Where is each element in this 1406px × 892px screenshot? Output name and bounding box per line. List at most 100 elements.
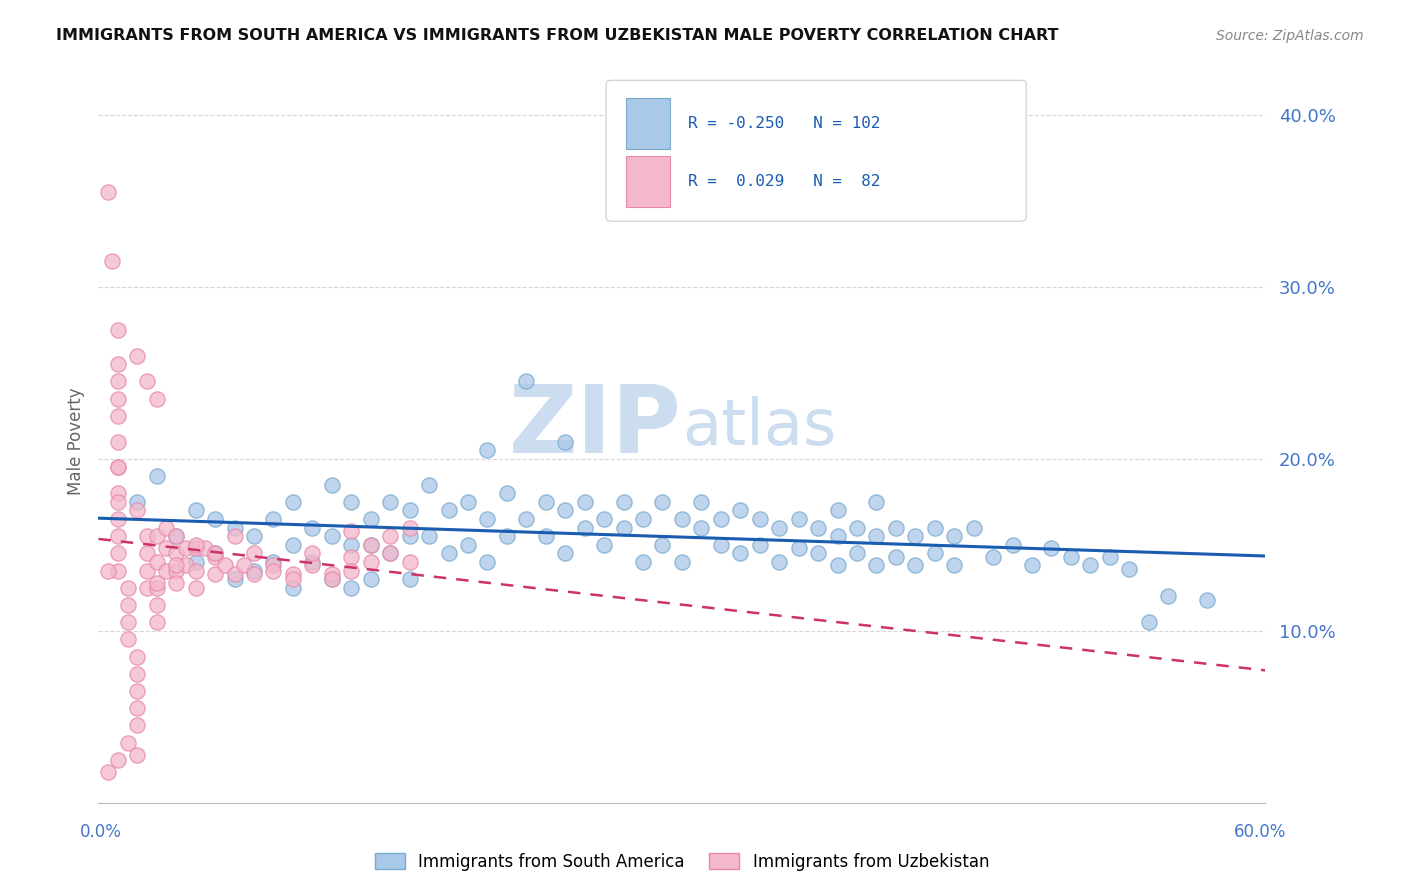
Point [117,598,139,612]
Text: atlas: atlas [682,396,837,458]
Point [846,546,869,560]
Point [127,666,149,681]
Point [155,564,177,578]
Point [1060,549,1083,564]
Point [204,546,226,560]
Point [146,598,169,612]
Point [748,512,770,526]
Point [146,575,169,590]
Point [107,546,129,560]
Point [224,572,246,586]
Point [301,546,323,560]
Text: 0.0%: 0.0% [80,822,122,840]
Point [827,503,849,517]
Point [1137,615,1160,630]
Point [651,494,673,508]
Point [943,529,966,543]
Point [884,549,907,564]
Point [321,477,343,491]
Point [437,503,460,517]
Point [398,555,420,569]
Point [136,375,159,389]
Point [748,538,770,552]
Point [127,494,149,508]
Point [904,529,927,543]
Point [97,764,120,779]
Point [194,541,217,556]
Point [107,323,129,337]
Point [107,375,129,389]
Point [1021,558,1043,573]
Point [107,434,129,449]
Point [107,512,129,526]
Point [360,555,382,569]
Point [398,572,420,586]
Point [281,581,304,595]
Point [496,486,519,500]
Text: IMMIGRANTS FROM SOUTH AMERICA VS IMMIGRANTS FROM UZBEKISTAN MALE POVERTY CORRELA: IMMIGRANTS FROM SOUTH AMERICA VS IMMIGRA… [56,29,1059,43]
Point [281,494,304,508]
Point [165,575,187,590]
Point [107,486,129,500]
Point [262,555,284,569]
Point [768,520,790,534]
Point [904,558,927,573]
Point [671,512,693,526]
Point [184,541,207,556]
Point [214,558,236,573]
Point [243,529,266,543]
Point [204,512,226,526]
Text: R =  0.029   N =  82: R = 0.029 N = 82 [688,174,880,189]
Point [827,529,849,543]
Point [418,477,440,491]
Point [101,253,124,268]
Point [174,541,197,556]
Point [107,564,129,578]
Point [398,503,420,517]
Point [165,564,187,578]
Legend: Immigrants from South America, Immigrants from Uzbekistan: Immigrants from South America, Immigrant… [368,847,995,878]
Point [281,572,304,586]
Point [380,529,402,543]
Point [243,546,266,560]
Point [690,520,713,534]
Point [477,512,499,526]
Point [127,503,149,517]
Point [281,567,304,582]
Point [165,558,187,573]
Point [340,524,363,538]
Point [321,572,343,586]
Point [437,546,460,560]
Point [117,581,139,595]
Point [146,529,169,543]
Point [477,443,499,458]
Point [787,541,810,556]
Point [136,581,159,595]
Point [107,460,129,475]
Point [321,529,343,543]
Point [127,701,149,715]
Point [155,520,177,534]
Point [107,529,129,543]
Point [281,538,304,552]
Point [165,546,187,560]
Point [117,735,139,749]
Point [554,546,576,560]
Point [690,494,713,508]
Point [534,529,557,543]
Point [768,555,790,569]
Point [981,549,1004,564]
Point [107,357,129,371]
Point [146,469,169,483]
Point [360,538,382,552]
Point [204,567,226,582]
Point [127,649,149,664]
FancyBboxPatch shape [626,156,671,207]
Point [340,549,363,564]
Point [233,558,256,573]
Point [127,684,149,698]
FancyBboxPatch shape [606,80,1026,221]
Point [127,747,149,762]
Point [1040,541,1063,556]
Point [1098,549,1121,564]
